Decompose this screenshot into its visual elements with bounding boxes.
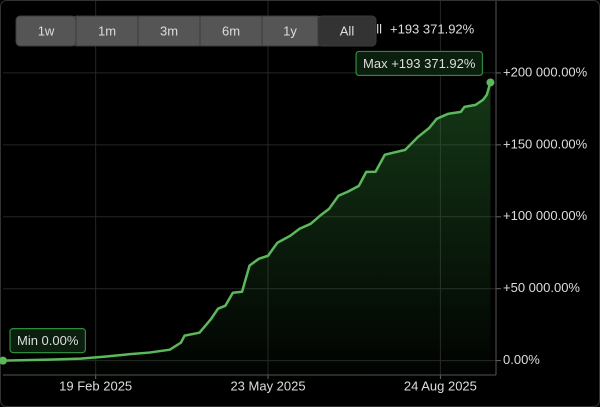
max-label: Max +193 371.92%	[355, 50, 484, 77]
range-button[interactable]: 1m	[75, 15, 139, 47]
range-button-bg[interactable]	[75, 15, 139, 47]
range-button[interactable]: 1w	[15, 15, 77, 47]
y-tick-label: +150 000.00%	[503, 136, 588, 151]
range-button-bg[interactable]	[137, 15, 201, 47]
x-tick-label: 19 Feb 2025	[59, 378, 132, 393]
range-button-label[interactable]: 1m	[98, 23, 116, 38]
y-tick-label: +200 000.00%	[503, 64, 588, 79]
range-button[interactable]: 1y	[261, 15, 319, 47]
range-button[interactable]: All	[317, 15, 377, 47]
end-point	[486, 78, 495, 87]
range-button-label[interactable]: All	[340, 23, 355, 38]
range-button-label[interactable]: 1y	[283, 23, 297, 38]
y-tick-label: +50 000.00%	[503, 280, 580, 295]
range-button-label[interactable]: 6m	[222, 23, 240, 38]
end-point	[0, 356, 7, 365]
min-label-text: Min 0.00%	[17, 333, 79, 348]
range-button[interactable]: 3m	[137, 15, 201, 47]
range-button-label[interactable]: 3m	[160, 23, 178, 38]
y-tick-label: 0.00%	[503, 352, 540, 367]
range-button[interactable]: 6m	[199, 15, 263, 47]
area	[3, 82, 491, 376]
max-label-text: Max +193 371.92%	[363, 56, 476, 71]
x-tick-label: 24 Aug 2025	[404, 378, 477, 393]
y-tick-label: +100 000.00%	[503, 208, 588, 223]
range-button-bg[interactable]	[317, 15, 377, 47]
min-label-box	[9, 328, 87, 354]
max-label-box	[355, 50, 484, 77]
range-button-bg[interactable]	[199, 15, 263, 47]
range-button-label[interactable]: 1w	[38, 23, 55, 38]
summary-value: +193 371.92%	[390, 21, 475, 36]
range-button-bg[interactable]	[261, 15, 319, 47]
min-label: Min 0.00%	[9, 328, 87, 354]
line	[2, 82, 492, 362]
x-tick-label: 23 May 2025	[230, 378, 305, 393]
